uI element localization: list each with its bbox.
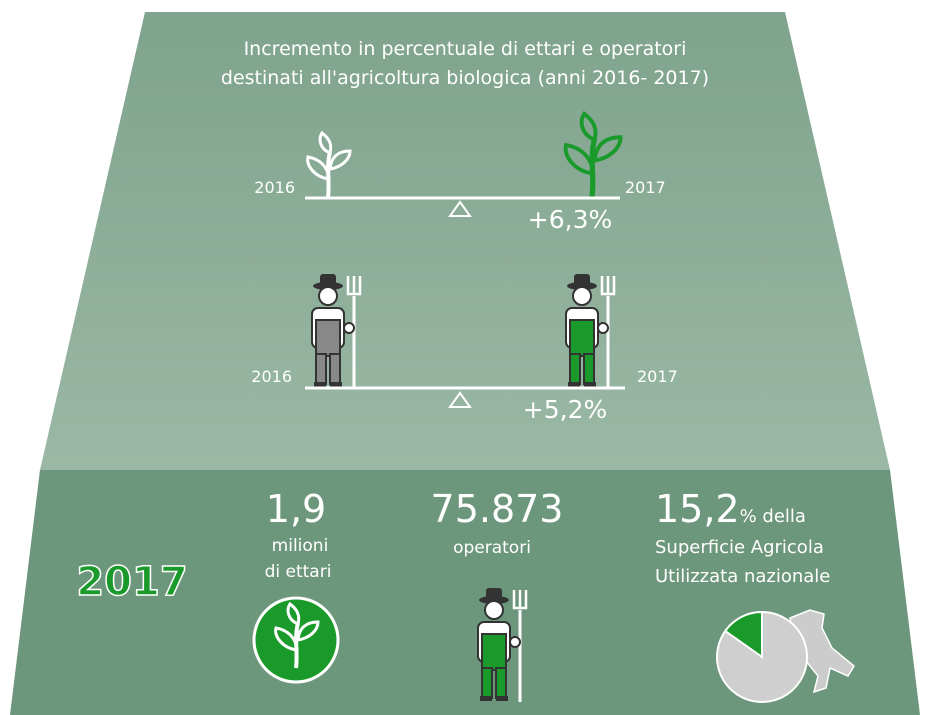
summary-year: 2017 (76, 559, 187, 605)
value-caption: Superficie Agricola (655, 537, 824, 558)
change-label: +6,3% (528, 205, 612, 234)
seesaw-pivot (448, 200, 472, 217)
surface-unit: % della (740, 506, 806, 527)
year-label: 2017 (625, 178, 666, 197)
title-line: destinati all'agricoltura biologica (ann… (221, 67, 709, 89)
title-line: Incremento in percentuale di ettari e op… (244, 38, 687, 60)
change-label: +5,2% (523, 395, 607, 424)
year-label: 2017 (637, 367, 678, 386)
year-label: 2016 (251, 367, 292, 386)
big-value: 1,9 (266, 487, 326, 531)
seesaw-pivot (448, 391, 472, 408)
big-value: 15,2% della (655, 487, 806, 531)
bottom-panel (10, 470, 920, 715)
big-value: 75.873 (431, 487, 564, 531)
pie-slice (723, 610, 763, 659)
value-caption: milioni (272, 536, 329, 556)
value-caption: Utilizzata nazionale (655, 566, 830, 587)
value-caption: operatori (453, 538, 531, 558)
surface-value: 15,2 (655, 487, 740, 531)
year-label: 2016 (254, 178, 295, 197)
value-caption: di ettari (265, 562, 332, 582)
top-panel (40, 12, 890, 470)
